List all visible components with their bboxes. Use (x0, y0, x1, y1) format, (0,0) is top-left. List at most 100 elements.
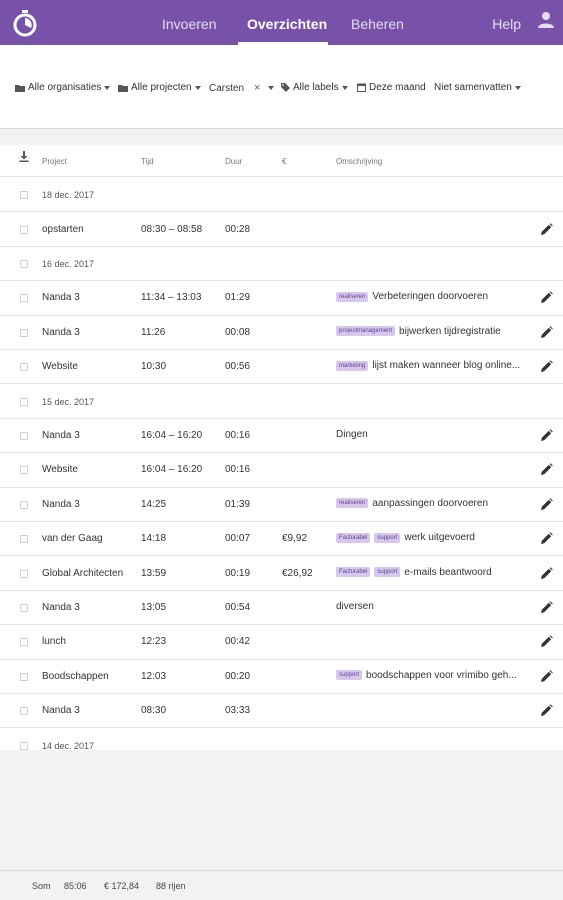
user-account-icon[interactable] (537, 11, 555, 29)
row-checkbox[interactable] (20, 707, 28, 716)
help-link[interactable]: Help (492, 16, 521, 32)
pencil-edit-icon[interactable] (540, 325, 553, 339)
calendar-icon (357, 83, 366, 92)
duration-cell: 00:19 (225, 567, 251, 579)
tab-beheren[interactable]: Beheren (351, 16, 404, 32)
time-cell: 16:04 – 16:20 (141, 429, 203, 441)
pencil-edit-icon[interactable] (540, 222, 553, 236)
summary-footer: Som 85:06 € 172,84 88 rijen (0, 870, 563, 900)
date-label: 18 dec. 2017 (42, 190, 95, 201)
pencil-edit-icon[interactable] (540, 497, 553, 511)
description-text: boodschappen voor vrimibo geh... (366, 669, 517, 681)
row-checkbox[interactable] (20, 466, 28, 475)
group-filter[interactable]: Niet samenvatten (434, 82, 521, 93)
pencil-edit-icon[interactable] (540, 635, 553, 648)
tab-overzichten[interactable]: Overzichten (247, 16, 328, 32)
row-checkbox[interactable] (20, 328, 28, 337)
column-header-project[interactable]: Project (42, 157, 67, 166)
stopwatch-logo-icon[interactable] (11, 9, 39, 37)
pencil-edit-icon[interactable] (540, 360, 553, 373)
column-header-time[interactable]: Tijd (141, 157, 154, 166)
pencil-edit-icon[interactable] (540, 704, 553, 717)
description-cell: diversen (336, 601, 374, 612)
project-cell: Website (42, 464, 78, 476)
pencil-edit-icon[interactable] (540, 566, 553, 580)
column-header-duration[interactable]: Duur (225, 157, 243, 166)
group-filter-label: Niet samenvatten (434, 82, 512, 93)
time-cell: 10:30 (141, 361, 167, 373)
project-cell: Website (42, 361, 78, 373)
table-row[interactable]: lunch 12:23 00:42 (0, 625, 563, 660)
pencil-edit-icon[interactable] (540, 291, 553, 304)
time-cell: 13:59 (141, 567, 167, 579)
row-checkbox[interactable] (20, 225, 28, 234)
row-checkbox[interactable] (20, 363, 28, 372)
project-cell: Nanda 3 (42, 705, 80, 717)
time-entries-table: Project Tijd Duur € Omschrijving 18 dec.… (0, 145, 563, 750)
row-checkbox[interactable] (20, 741, 28, 750)
folder-icon (118, 84, 128, 92)
label-filter[interactable]: Alle labels (281, 82, 348, 93)
row-checkbox[interactable] (20, 535, 28, 544)
project-cell: Nanda 3 (42, 326, 80, 338)
duration-cell: 00:07 (225, 533, 251, 545)
table-row[interactable]: Website 16:04 – 16:20 00:16 (0, 453, 563, 488)
amount-cell: €26,92 (282, 567, 313, 579)
description-cell: realiseren Verbeteringen doorvoeren (336, 291, 488, 302)
table-row[interactable]: Nanda 3 14:25 01:39 realiseren aanpassingen … (0, 488, 563, 522)
time-cell: 16:04 – 16:20 (141, 464, 203, 476)
table-row[interactable]: Nanda 3 11:26 00:08 projectmanagement bijwer… (0, 316, 563, 350)
download-icon[interactable] (19, 151, 29, 162)
filter-bar: Alle organisaties Alle projecten Carsten… (0, 45, 563, 129)
table-row[interactable]: Global Architecten 13:59 00:19 €26,92 Factur… (0, 556, 563, 591)
chevron-down-icon (104, 85, 111, 90)
row-checkbox[interactable] (20, 603, 28, 612)
time-cell: 12:23 (141, 636, 167, 648)
top-navigation-bar: Invoeren Overzichten Beheren Help (0, 0, 563, 45)
duration-cell: 00:08 (225, 326, 251, 338)
table-row[interactable]: Nanda 3 16:04 – 16:20 00:16 Dingen (0, 419, 563, 454)
row-checkbox[interactable] (20, 294, 28, 303)
table-row[interactable]: Boodschappen 12:03 00:20 support boodschappe… (0, 660, 563, 694)
user-filter[interactable]: Carsten × (209, 82, 275, 94)
label-tag: support (336, 670, 363, 681)
chevron-down-icon (341, 85, 348, 90)
pencil-edit-icon[interactable] (540, 601, 553, 614)
column-header-amount[interactable]: € (282, 157, 287, 166)
description-text: aanpassingen doorvoeren (372, 497, 489, 509)
table-row[interactable]: Nanda 3 08:30 03:33 (0, 694, 563, 729)
column-header-description[interactable]: Omschrijving (336, 157, 383, 166)
row-checkbox[interactable] (20, 569, 28, 578)
pencil-edit-icon[interactable] (540, 429, 553, 442)
duration-cell: 00:42 (225, 636, 251, 648)
row-checkbox[interactable] (20, 259, 28, 268)
row-checkbox[interactable] (20, 500, 28, 509)
pencil-edit-icon[interactable] (540, 463, 553, 476)
organisation-filter[interactable]: Alle organisaties (15, 82, 111, 93)
description-text: diversen (336, 600, 374, 612)
project-filter[interactable]: Alle projecten (118, 82, 201, 93)
clear-user-filter-icon[interactable]: × (254, 82, 261, 94)
row-checkbox[interactable] (20, 397, 28, 406)
row-checkbox[interactable] (20, 191, 28, 200)
label-tag: realiseren (336, 498, 369, 509)
label-tag: Facturabel (336, 567, 371, 578)
sum-label: Som (32, 881, 51, 891)
table-row[interactable]: van der Gaag 14:18 00:07 €9,92 Facturabel sup… (0, 522, 563, 557)
row-checkbox[interactable] (20, 638, 28, 647)
table-row[interactable]: Website 10:30 00:56 marketing lijst maken wa… (0, 350, 563, 385)
period-filter[interactable]: Deze maand (357, 82, 426, 93)
row-checkbox[interactable] (20, 431, 28, 440)
pencil-edit-icon[interactable] (540, 669, 553, 683)
period-filter-label: Deze maand (369, 82, 426, 93)
description-text: lijst maken wanneer blog online... (372, 360, 521, 372)
pencil-edit-icon[interactable] (540, 532, 553, 545)
table-row[interactable]: opstarten 08:30 – 08:58 00:28 (0, 212, 563, 247)
table-row[interactable]: Nanda 3 13:05 00:54 diversen (0, 591, 563, 626)
user-filter-label: Carsten (209, 82, 245, 94)
table-row[interactable]: Nanda 3 11:34 – 13:03 01:29 realiseren Verbe… (0, 281, 563, 316)
time-cell: 13:05 (141, 601, 167, 613)
tab-invoeren[interactable]: Invoeren (162, 16, 217, 32)
row-checkbox[interactable] (20, 672, 28, 681)
time-cell: 14:25 (141, 498, 167, 510)
